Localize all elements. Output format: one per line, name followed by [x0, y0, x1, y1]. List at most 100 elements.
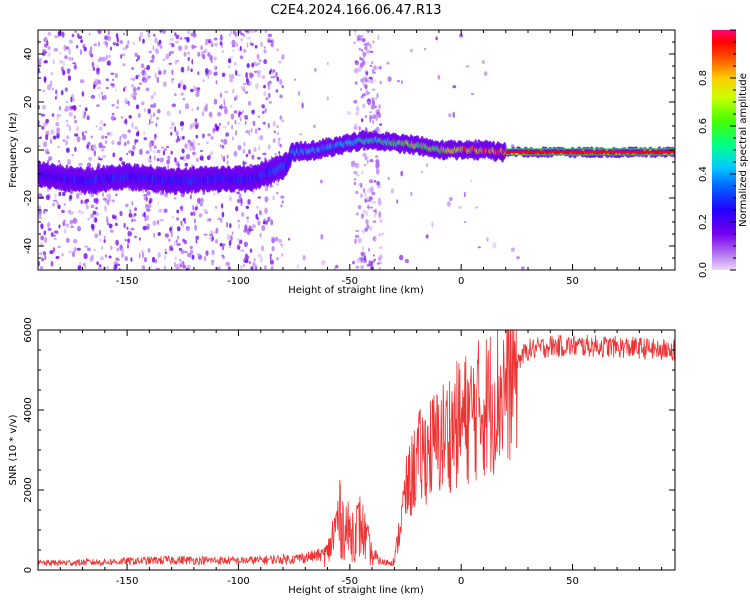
noise-speck [166, 159, 171, 164]
noise-speck [183, 51, 187, 57]
noise-speck [57, 159, 61, 164]
noise-speck [253, 189, 256, 193]
noise-speck [101, 145, 106, 149]
noise-speck [153, 137, 157, 142]
noise-speck [122, 63, 126, 67]
noise-speck [157, 223, 160, 227]
noise-speck [369, 43, 372, 50]
noise-speck [375, 126, 380, 132]
noise-speck [132, 215, 136, 218]
noise-speck [183, 239, 187, 245]
noise-speck [96, 67, 100, 72]
noise-speck [354, 60, 359, 66]
noise-speck [127, 40, 130, 45]
noise-speck [237, 122, 241, 125]
noise-speck [255, 63, 258, 67]
noise-speck [157, 232, 161, 236]
noise-speck [38, 57, 42, 62]
noise-speck [379, 65, 382, 70]
noise-speck [372, 220, 377, 224]
noise-speck [222, 156, 226, 163]
noise-speck [164, 148, 167, 152]
noise-speck [358, 48, 361, 51]
noise-speck [69, 219, 74, 225]
noise-speck [176, 235, 180, 240]
noise-speck [191, 44, 196, 50]
noise-speck [129, 208, 132, 214]
noise-speck [91, 254, 94, 261]
noise-speck [263, 84, 266, 89]
noise-speck [362, 81, 366, 87]
noise-speck [88, 32, 91, 36]
noise-speck [95, 125, 98, 128]
noise-speck [43, 141, 48, 148]
noise-speck [59, 52, 62, 55]
noise-speck [195, 134, 198, 139]
noise-speck [168, 62, 172, 65]
noise-speck [247, 198, 251, 205]
noise-speck [191, 254, 195, 260]
noise-speck [47, 227, 52, 231]
noise-speck [230, 235, 233, 242]
noise-speck [157, 252, 161, 258]
noise-speck [220, 34, 223, 41]
noise-speck [189, 125, 193, 130]
noise-speck [97, 267, 103, 270]
noise-speck [137, 86, 141, 91]
noise-speck [174, 157, 177, 163]
noise-speck [279, 115, 283, 120]
noise-speck [484, 71, 488, 77]
noise-speck [207, 69, 212, 75]
noise-speck [377, 256, 382, 262]
noise-speck [364, 45, 368, 51]
noise-speck [171, 103, 176, 108]
noise-speck [195, 91, 200, 97]
noise-speck [369, 179, 374, 184]
noise-speck [125, 203, 129, 208]
noise-speck [125, 44, 129, 49]
noise-speck [151, 54, 155, 60]
noise-speck [66, 135, 70, 140]
noise-speck [43, 60, 47, 64]
noise-speck [105, 254, 107, 258]
noise-speck [142, 38, 145, 44]
noise-speck [168, 51, 171, 57]
noise-speck [242, 110, 244, 114]
noise-speck [190, 68, 193, 73]
noise-speck [372, 100, 375, 106]
noise-speck [366, 263, 371, 267]
noise-speck [108, 54, 111, 59]
noise-speck [156, 149, 161, 154]
noise-speck [187, 56, 191, 62]
noise-speck [366, 224, 370, 229]
noise-speck [281, 200, 284, 204]
noise-speck [257, 196, 261, 199]
noise-speck [54, 193, 57, 199]
noise-speck [123, 119, 126, 124]
noise-speck [106, 61, 110, 66]
noise-speck [157, 70, 162, 75]
noise-speck [143, 211, 146, 218]
noise-speck [197, 71, 200, 76]
noise-speck [131, 219, 134, 222]
noise-speck [104, 140, 108, 144]
spectrogram-y-ticks: -40 -20 0 20 40 [23, 29, 675, 271]
noise-speck [88, 156, 92, 161]
noise-speck [205, 250, 209, 256]
noise-speck [274, 152, 277, 156]
noise-speck [258, 135, 263, 141]
noise-speck [63, 228, 67, 235]
noise-speck [98, 126, 103, 131]
noise-speck [387, 176, 390, 181]
noise-speck [364, 191, 367, 198]
noise-speck [272, 138, 276, 143]
noise-speck [154, 259, 158, 264]
noise-speck [516, 256, 520, 260]
noise-speck [58, 224, 61, 229]
noise-speck [273, 130, 276, 134]
noise-speck [74, 30, 77, 33]
noise-speck [148, 50, 152, 54]
noise-speck [102, 155, 107, 158]
noise-speck [373, 254, 375, 257]
colorbar-tick-label: 0.2 [698, 214, 709, 230]
